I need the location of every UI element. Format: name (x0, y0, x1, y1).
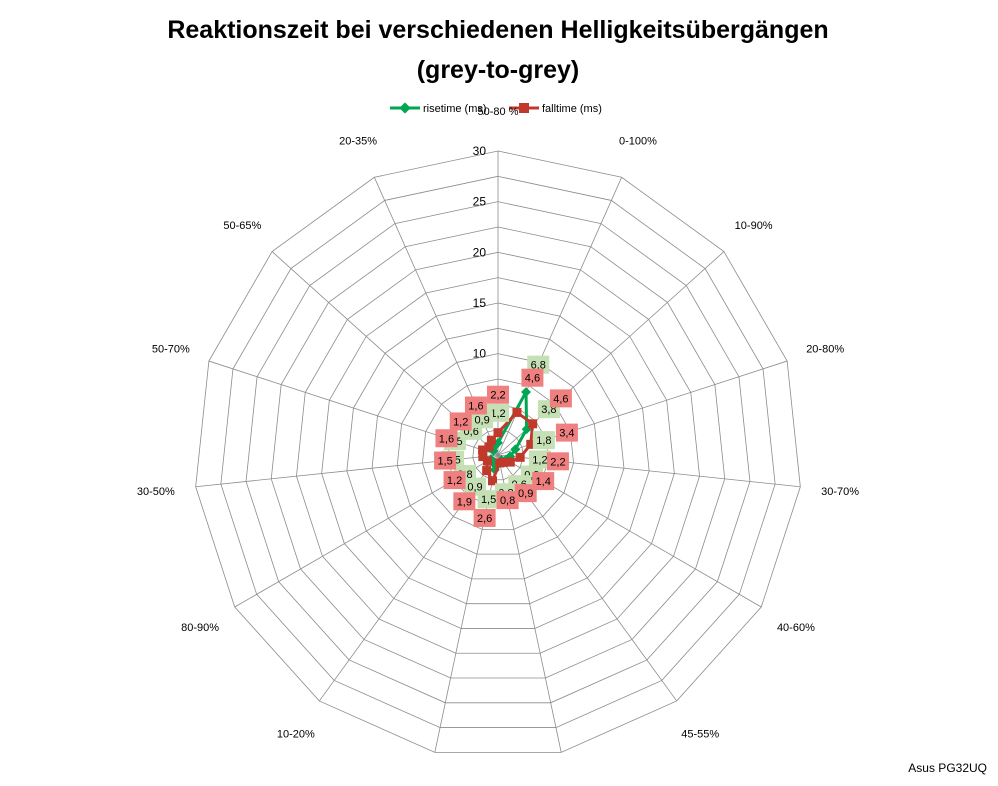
data-label-bg (555, 423, 578, 442)
falltime-point (493, 428, 503, 438)
data-labels: 1,26,83,81,81,20,90,60,81,50,90,81,51,50… (434, 355, 578, 527)
chart-title-line2: (grey-to-grey) (417, 56, 580, 84)
falltime-point (512, 407, 522, 417)
data-label-falltime: 1,2 (447, 475, 462, 487)
data-label-bg (549, 389, 572, 408)
data-label-falltime: 1,4 (536, 476, 551, 488)
category-label: 30-70% (821, 486, 859, 498)
data-label-bg (435, 429, 458, 448)
grid-ring (245, 201, 751, 704)
series-layer (477, 387, 538, 486)
category-label: 50-80 % (478, 106, 519, 118)
grid-ring (346, 302, 650, 605)
data-label-falltime: 1,6 (439, 433, 454, 445)
falltime-point (515, 452, 525, 462)
category-labels: 50-80 % 0-100% 10-90% 20-80% 30-70% 40-60% 45-… (137, 106, 859, 740)
falltime-point (482, 456, 492, 466)
falltime-point (528, 419, 538, 429)
data-label-bg (449, 412, 472, 431)
data-label-bg (487, 385, 509, 404)
data-label-falltime: 2,2 (490, 390, 505, 402)
data-label-risetime: 1,5 (481, 494, 496, 506)
radar-grid (195, 150, 801, 753)
data-label-falltime: 0,9 (518, 488, 533, 500)
legend: risetime (ms) falltime (ms) (390, 102, 602, 115)
tick-label: 15 (473, 296, 487, 310)
data-label-bg (473, 508, 496, 527)
grid-ring (371, 327, 625, 580)
data-label-bg (514, 484, 537, 503)
grid-ring (396, 353, 600, 555)
legend-marker-risetime (399, 102, 411, 114)
data-label-bg (546, 452, 569, 471)
legend-item-risetime: risetime (ms) (390, 102, 487, 115)
data-label-falltime: 1,2 (453, 416, 468, 428)
data-label-risetime: 1,2 (490, 408, 505, 420)
risetime-point (521, 387, 531, 397)
data-label-bg (464, 396, 487, 415)
data-label-falltime: 1,6 (468, 400, 483, 412)
category-label: 50-65% (223, 220, 261, 232)
data-label-risetime: 6,8 (531, 360, 546, 372)
chart-title-line1: Reaktionszeit bei verschiedenen Helligke… (167, 16, 828, 44)
data-label-falltime: 1,9 (457, 496, 472, 508)
category-label: 80-90% (181, 622, 219, 634)
falltime-point (495, 458, 505, 468)
data-label-bg (528, 450, 551, 469)
legend-label-falltime: falltime (ms) (542, 103, 602, 115)
category-label: 20-35% (339, 136, 377, 148)
grid-ring (321, 277, 675, 629)
data-label-falltime: 4,6 (553, 393, 568, 405)
data-label-bg (453, 492, 476, 511)
data-label-bg (532, 472, 555, 491)
category-label: 0-100% (619, 136, 657, 148)
data-label-risetime: 0,9 (467, 482, 482, 494)
category-label: 50-70% (152, 344, 190, 356)
grid-ring (220, 175, 776, 728)
tick-label: 20 (473, 245, 487, 259)
tick-label: 25 (473, 195, 487, 209)
grid-ring (195, 150, 801, 753)
grid-ring (422, 378, 574, 530)
data-label-falltime: 2,2 (550, 456, 565, 468)
data-label-bg (532, 431, 555, 450)
falltime-point (486, 435, 496, 445)
category-label: 10-20% (277, 728, 315, 740)
category-label: 40-60% (777, 622, 815, 634)
legend-item-falltime: falltime (ms) (509, 103, 602, 115)
category-label: 30-50% (137, 486, 175, 498)
category-label: 45-55% (681, 728, 719, 740)
data-label-falltime: 4,6 (525, 373, 540, 385)
legend-label-risetime: risetime (ms) (423, 103, 487, 115)
data-label-bg (443, 471, 466, 490)
tick-label: 10 (473, 347, 487, 361)
data-label-bg (471, 410, 494, 429)
falltime-point (526, 439, 536, 449)
data-label-bg (434, 451, 457, 470)
tick-label: 30 (473, 144, 487, 158)
grid-ring (296, 251, 700, 654)
falltime-point (478, 445, 488, 455)
data-label-falltime: 0,8 (500, 495, 515, 507)
falltime-point (484, 442, 494, 452)
data-label-risetime: 1,2 (532, 454, 547, 466)
falltime-point (505, 457, 515, 467)
category-label: 10-90% (735, 220, 773, 232)
falltime-point (482, 466, 492, 476)
falltime-point (478, 452, 488, 462)
data-label-risetime: 0,9 (474, 414, 489, 426)
data-label-bg (496, 491, 519, 510)
data-label-risetime: 1,8 (536, 435, 551, 447)
category-label: 20-80% (806, 344, 844, 356)
data-label-bg (521, 368, 544, 387)
watermark-text: Asus PG32UQ (908, 761, 987, 775)
data-label-falltime: 1,5 (437, 456, 452, 468)
falltime-point (488, 476, 498, 486)
grid-ring (270, 226, 726, 679)
data-label-falltime: 2,6 (477, 513, 492, 525)
legend-marker-falltime (519, 103, 529, 113)
data-label-falltime: 3,4 (559, 428, 574, 440)
